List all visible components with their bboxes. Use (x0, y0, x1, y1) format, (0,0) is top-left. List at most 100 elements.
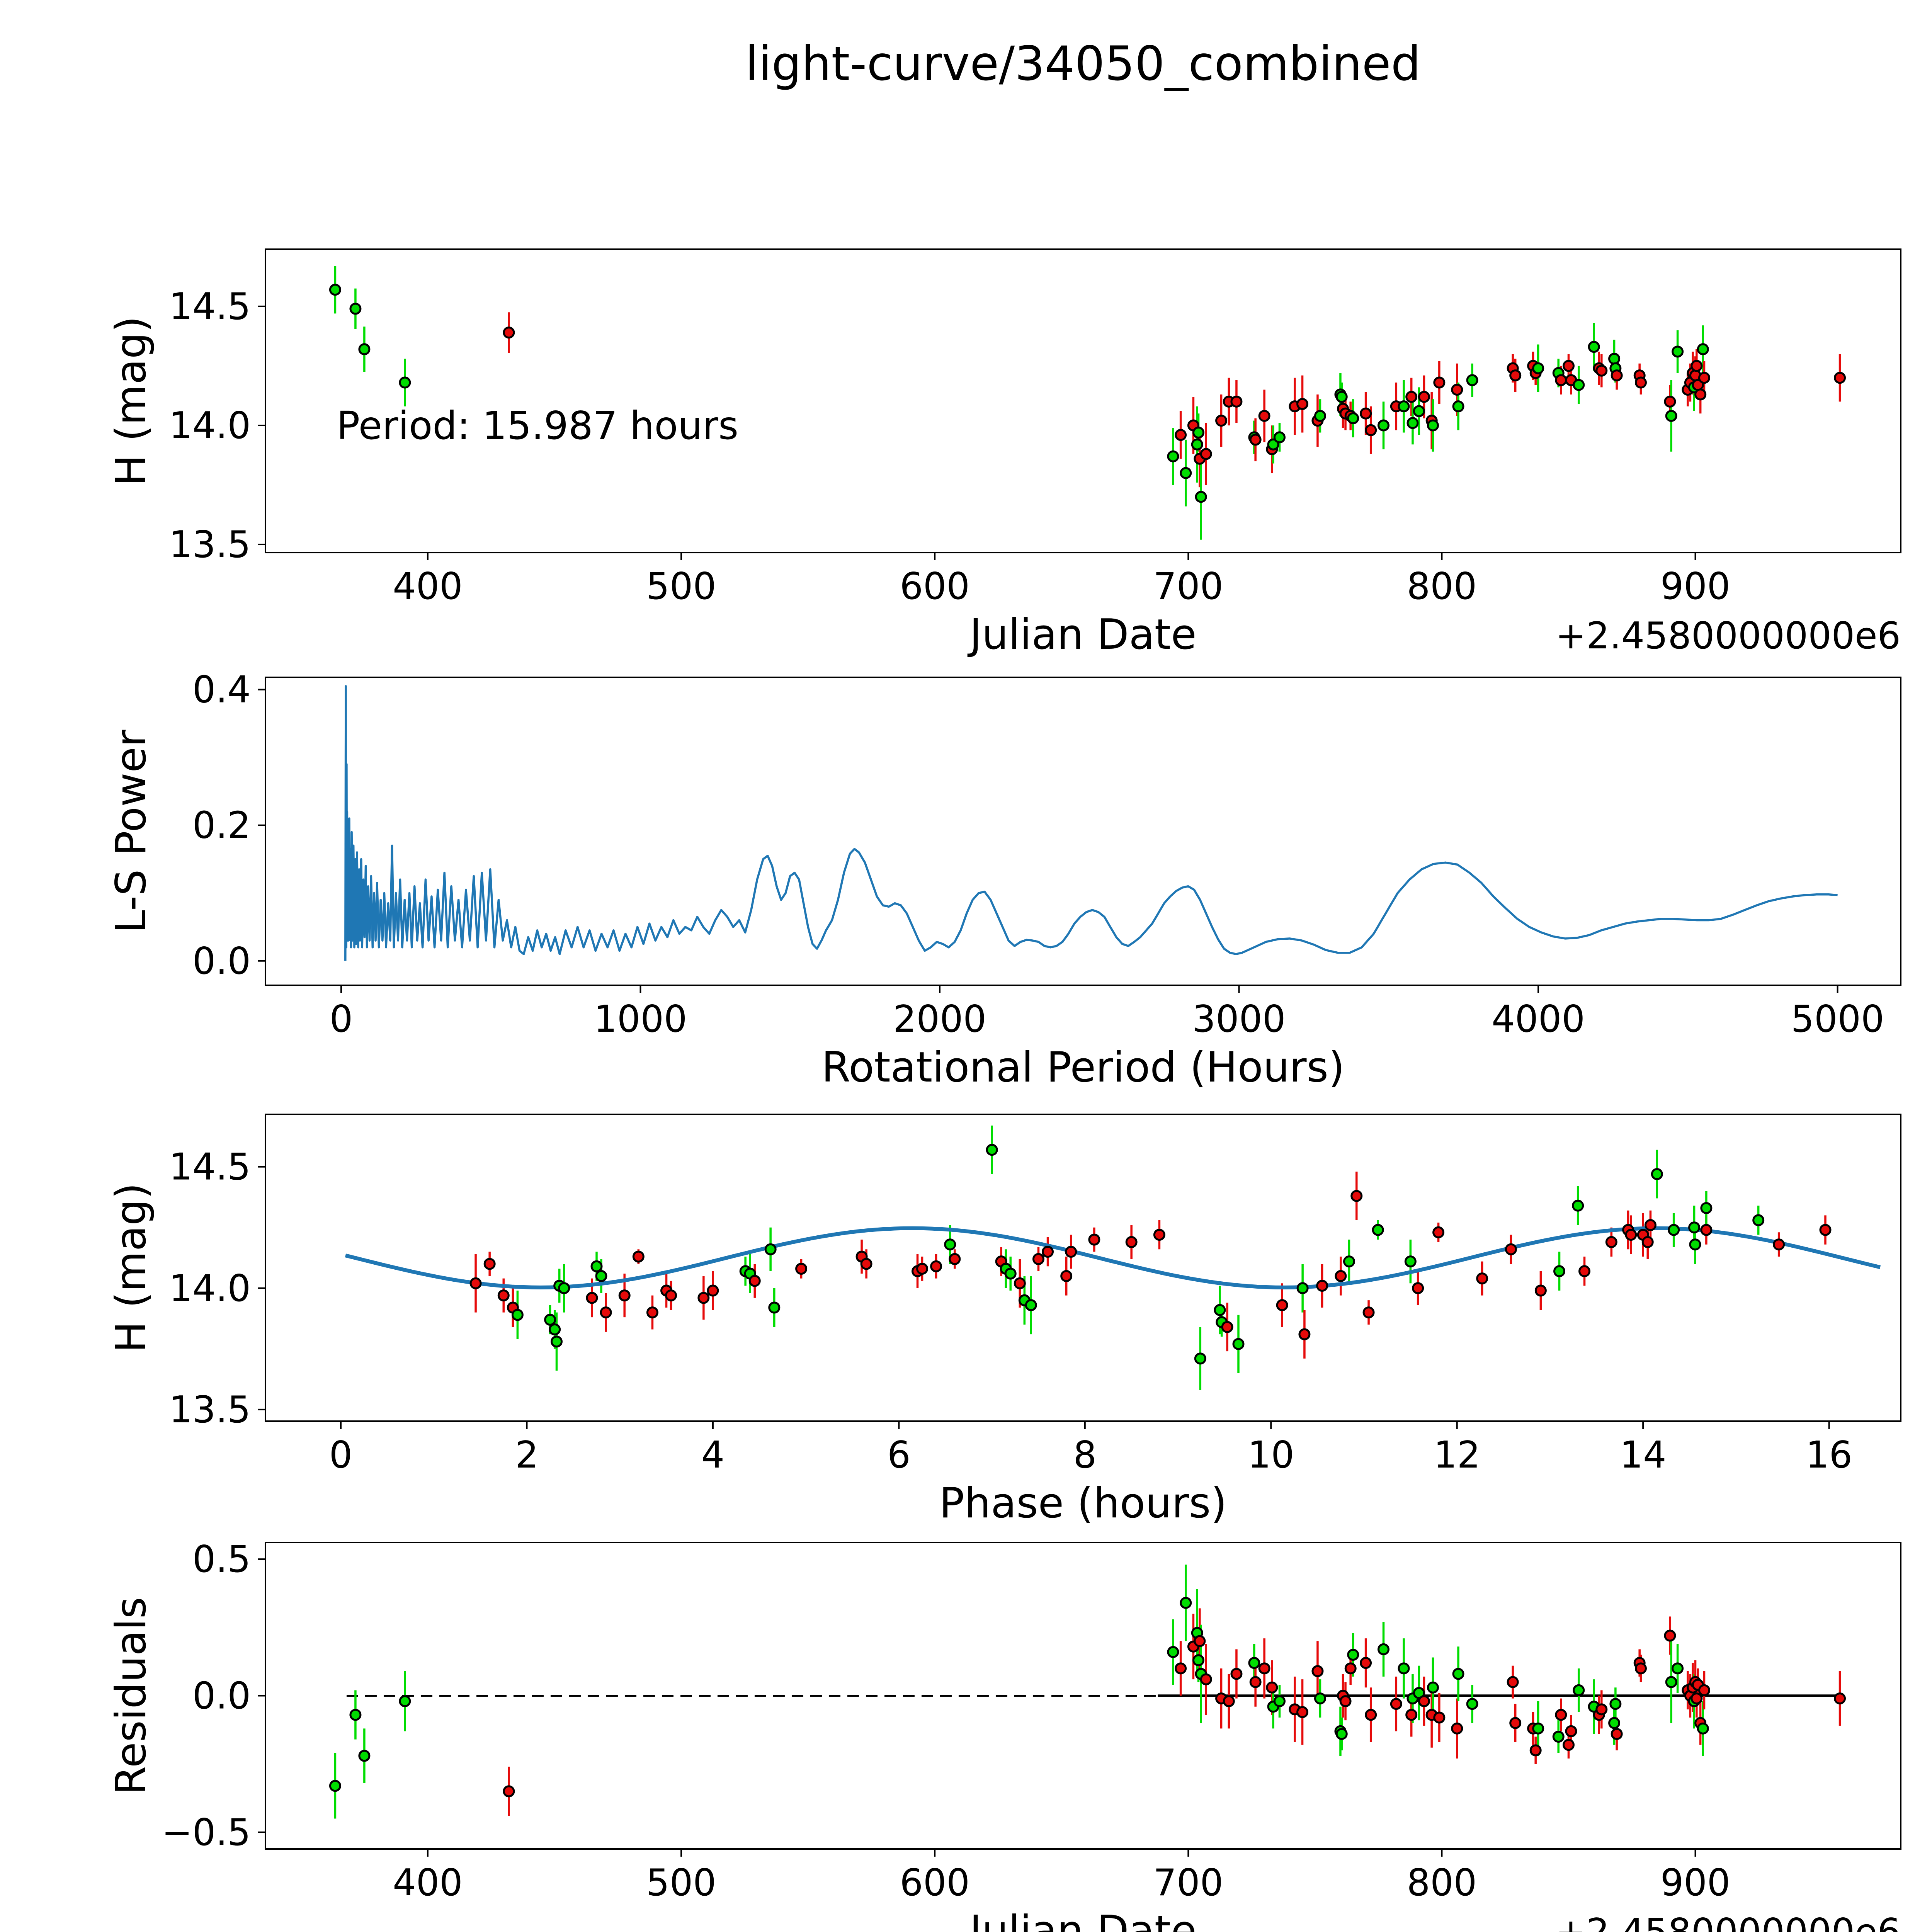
data-point (1258, 410, 1270, 422)
data-point (600, 1306, 612, 1319)
data-point (1065, 1246, 1077, 1258)
data-point (930, 1260, 942, 1272)
x-tick-label: 1000 (594, 998, 687, 1041)
data-point (1688, 1221, 1701, 1234)
x-tick-label: 400 (393, 1862, 463, 1904)
data-point (1175, 1662, 1187, 1675)
data-point (1834, 1692, 1846, 1705)
data-point (1311, 1665, 1324, 1677)
x-tick-label: 700 (1153, 1862, 1223, 1904)
data-point (1191, 438, 1203, 451)
x-tick-label: 500 (646, 565, 716, 608)
panel3-x-axis-label: Phase (hours) (939, 1479, 1227, 1527)
x-tick-label: 5000 (1791, 998, 1884, 1041)
data-point (1534, 1284, 1547, 1297)
data-point (586, 1292, 598, 1304)
data-point (1296, 1706, 1309, 1718)
x-tick-label: 4 (701, 1434, 724, 1476)
data-point (1609, 1698, 1622, 1710)
data-point (1192, 426, 1205, 439)
data-point (1372, 1224, 1384, 1236)
data-point (1427, 419, 1439, 432)
data-point (1248, 1657, 1260, 1669)
data-point (1433, 1711, 1446, 1724)
data-point (1347, 1648, 1359, 1661)
panel4-x-axis-label: Julian Date (969, 1907, 1197, 1932)
data-point (1398, 1662, 1410, 1675)
data-point (1200, 448, 1212, 460)
data-point (1752, 1214, 1765, 1226)
data-point (1672, 345, 1684, 358)
data-point (1195, 491, 1207, 503)
data-point (1273, 1695, 1286, 1708)
data-point (1698, 372, 1711, 384)
period-annotation: Period: 15.987 hours (337, 403, 739, 448)
data-point (1398, 400, 1410, 413)
x-tick-label: 600 (900, 1862, 970, 1904)
x-tick-label: 600 (900, 565, 970, 608)
x-tick-label: 0 (329, 1434, 352, 1476)
data-point (1697, 343, 1709, 355)
data-point (1572, 1199, 1584, 1212)
data-point (1276, 1299, 1288, 1311)
x-tick-label: 700 (1153, 565, 1223, 608)
data-point (1665, 410, 1677, 422)
data-point (1689, 1238, 1701, 1251)
data-point (1335, 391, 1348, 403)
y-tick-label: 0.2 (192, 804, 251, 847)
data-point (349, 1709, 362, 1721)
data-point (1611, 1728, 1623, 1740)
data-point (1335, 1270, 1347, 1282)
y-tick-label: 0.0 (192, 940, 251, 983)
data-point (1588, 341, 1600, 353)
data-point (1200, 1673, 1212, 1685)
data-point (1694, 388, 1707, 401)
data-point (1360, 407, 1372, 420)
data-point (1413, 405, 1425, 417)
data-point (1634, 376, 1647, 389)
axes-spines (265, 677, 1901, 986)
data-point (1153, 1229, 1165, 1241)
data-point (1249, 1676, 1262, 1688)
data-point (1215, 415, 1228, 427)
x-tick-label: 800 (1407, 1862, 1477, 1904)
data-point (1025, 1299, 1037, 1311)
data-point (503, 1785, 515, 1798)
data-point (665, 1289, 677, 1302)
data-point (1296, 1282, 1309, 1294)
y-tick-label: 13.5 (169, 524, 251, 566)
data-point (1690, 1692, 1703, 1705)
data-point (1335, 1728, 1348, 1740)
x-tick-label: 8 (1073, 1434, 1097, 1476)
data-point (1452, 1668, 1464, 1680)
data-point (1314, 1692, 1326, 1705)
data-point (469, 1277, 482, 1289)
data-point (1433, 376, 1446, 389)
y-tick-label: 0.5 (192, 1538, 251, 1581)
data-point (1562, 1739, 1575, 1751)
data-point (1773, 1238, 1785, 1251)
data-point (1412, 1282, 1424, 1294)
data-point (358, 343, 371, 355)
data-point (1608, 352, 1621, 365)
data-point (1266, 1681, 1278, 1694)
data-point (1819, 1224, 1832, 1236)
data-point (1578, 1265, 1591, 1277)
data-point (1672, 1662, 1684, 1675)
data-point (1451, 1722, 1463, 1735)
data-point (1014, 1277, 1026, 1289)
data-point (358, 1750, 371, 1762)
data-point (1404, 1255, 1417, 1268)
data-point (1573, 1684, 1585, 1696)
data-point (1221, 1321, 1233, 1333)
data-point (1232, 1338, 1245, 1350)
data-point (1509, 369, 1522, 382)
data-point (1507, 1676, 1519, 1688)
data-point (595, 1270, 607, 1282)
data-point (1032, 1253, 1044, 1265)
y-tick-label: 14.0 (169, 1267, 251, 1310)
data-point (1316, 1279, 1328, 1292)
data-point (1595, 364, 1608, 377)
x-tick-label: 10 (1248, 1434, 1294, 1476)
